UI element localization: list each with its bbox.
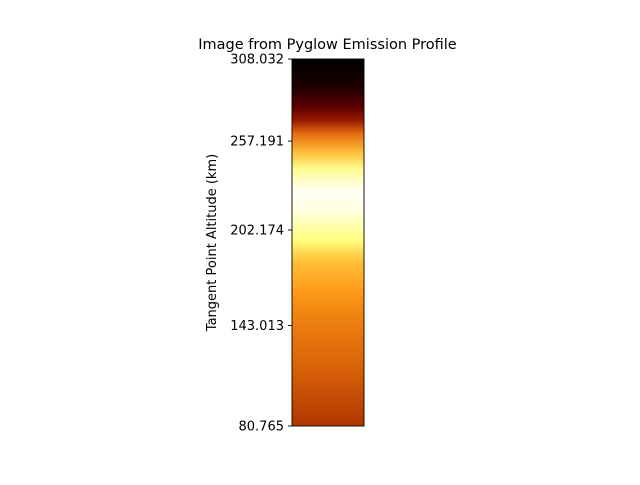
y-tick-label: 202.174 — [230, 223, 284, 238]
y-tick-label: 308.032 — [230, 53, 284, 68]
y-axis-ticks: 80.765 143.013 202.174 257.191 308.032 — [230, 53, 292, 435]
y-tick-label: 143.013 — [230, 319, 284, 334]
emission-profile-image — [292, 59, 364, 426]
y-tick-label: 80.765 — [239, 420, 285, 435]
chart-title: Image from Pyglow Emission Profile — [198, 37, 457, 53]
plot-frame — [291, 58, 365, 427]
y-axis-label: Tangent Point Altitude (km) — [205, 154, 220, 332]
y-tick-label: 257.191 — [230, 135, 284, 150]
